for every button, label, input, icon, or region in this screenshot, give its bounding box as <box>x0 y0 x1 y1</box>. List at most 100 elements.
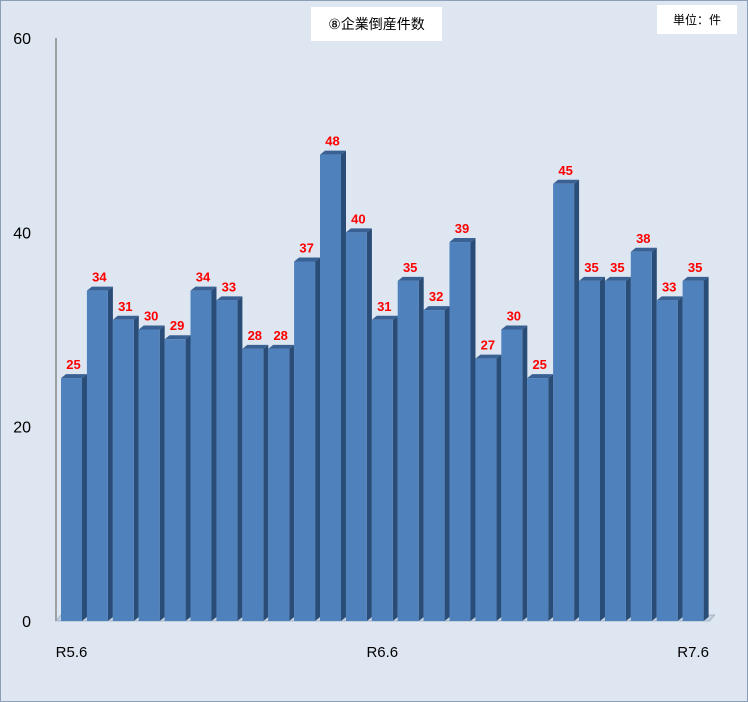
bar-front <box>501 329 523 621</box>
y-tick-label: 40 <box>13 225 31 242</box>
data-label: 27 <box>481 338 495 353</box>
bar-front <box>579 280 600 621</box>
data-label: 34 <box>196 270 211 285</box>
bar <box>527 374 554 621</box>
bar <box>61 374 87 621</box>
y-tick-label: 60 <box>13 31 31 48</box>
data-label: 37 <box>299 240 313 255</box>
bar-front <box>423 310 445 621</box>
y-tick-label: 20 <box>13 420 31 437</box>
bar-side <box>470 238 476 622</box>
data-label: 35 <box>688 260 702 275</box>
data-label: 34 <box>92 270 107 285</box>
bar-top <box>112 315 139 320</box>
bar <box>345 228 372 622</box>
bar-front <box>320 154 341 621</box>
bar <box>268 344 295 621</box>
data-label: 25 <box>66 357 80 372</box>
bar-front <box>682 280 704 621</box>
bar-side <box>237 296 243 621</box>
bar <box>216 296 243 621</box>
data-label: 32 <box>429 289 443 304</box>
bar-front <box>345 232 367 622</box>
data-label: 40 <box>351 211 365 226</box>
bar-top <box>86 286 113 291</box>
chart-title: ⑧企業倒産件数 <box>311 7 442 41</box>
bar-top <box>682 276 709 281</box>
bar-side <box>341 150 346 621</box>
data-label: 33 <box>222 279 236 294</box>
bar-front <box>397 280 419 621</box>
bar <box>682 276 709 621</box>
bar-front <box>190 290 212 621</box>
bar-front <box>656 300 678 621</box>
bar-front <box>475 358 497 621</box>
data-label: 35 <box>584 260 598 275</box>
bar-side <box>289 344 295 621</box>
bar-top <box>216 296 243 301</box>
bar-side <box>315 257 321 621</box>
data-label: 31 <box>377 299 391 314</box>
bar <box>656 296 683 621</box>
bar-top <box>268 344 295 349</box>
data-label: 35 <box>610 260 624 275</box>
bar-front <box>371 319 393 621</box>
bar-top <box>579 276 605 281</box>
bar-front <box>242 348 264 621</box>
bar <box>190 286 217 621</box>
bar-side <box>366 228 372 622</box>
data-label: 35 <box>403 260 417 275</box>
bar-side <box>574 179 580 621</box>
bar <box>604 276 631 621</box>
bar-top <box>553 179 580 184</box>
bar <box>501 325 528 621</box>
bar <box>423 306 450 621</box>
bar-side <box>185 335 191 621</box>
bar-front <box>86 290 108 621</box>
bar <box>138 325 165 621</box>
bar-side <box>522 325 528 621</box>
data-label: 25 <box>532 357 546 372</box>
bar-front <box>449 242 471 622</box>
bar-side <box>418 276 424 621</box>
bar-side <box>133 315 139 621</box>
bar <box>630 247 657 621</box>
bar-side <box>548 374 554 621</box>
bar-top <box>656 296 683 301</box>
bar <box>397 276 424 621</box>
bar <box>320 150 346 621</box>
bar-front <box>294 261 316 621</box>
bar-front <box>216 300 238 621</box>
bar-top <box>397 276 424 281</box>
bar-front <box>112 319 134 621</box>
bar-side <box>263 344 269 621</box>
data-label: 38 <box>636 231 650 246</box>
bar <box>294 257 321 621</box>
x-tick-label: R6.6 <box>366 644 398 661</box>
bar-top <box>138 325 165 330</box>
data-label: 30 <box>144 309 158 324</box>
data-label: 31 <box>118 299 132 314</box>
bar-side <box>107 286 113 621</box>
bar-front <box>553 183 575 621</box>
bar-top <box>320 150 346 155</box>
bar-top <box>423 306 450 311</box>
data-label: 45 <box>558 163 572 178</box>
data-label: 33 <box>662 279 676 294</box>
bar <box>242 344 269 621</box>
bar-front <box>61 378 82 621</box>
bar-side <box>82 374 87 621</box>
y-tick-label: 0 <box>22 614 31 631</box>
bar-side <box>625 276 631 621</box>
bar-side <box>651 247 657 621</box>
bar <box>449 238 476 622</box>
bar-side <box>677 296 683 621</box>
data-label: 28 <box>273 328 287 343</box>
data-label: 48 <box>325 134 339 149</box>
bar-front <box>138 329 160 621</box>
bar-side <box>211 286 217 621</box>
x-tick-label: R7.6 <box>677 644 709 661</box>
bar-side <box>444 306 450 621</box>
bar-top <box>604 276 631 281</box>
